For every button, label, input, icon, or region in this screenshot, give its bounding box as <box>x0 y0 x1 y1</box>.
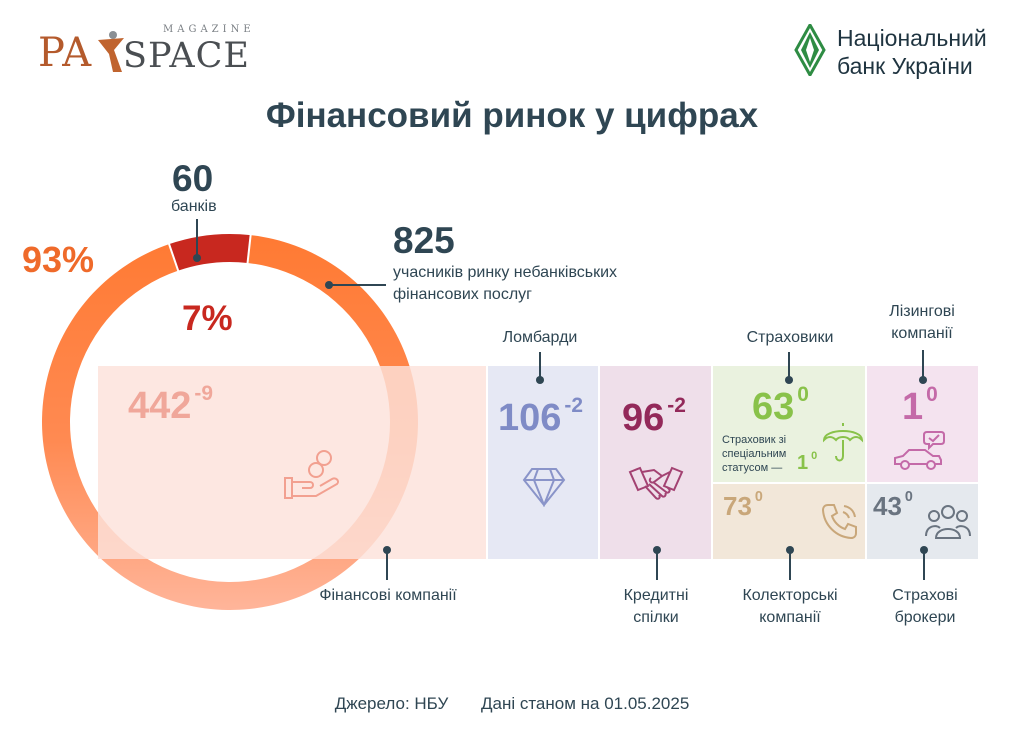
banks-pointer <box>196 219 198 257</box>
footer: Джерело: НБУ Дані станом на 01.05.2025 <box>0 694 1024 714</box>
label-credit-unions: Кредитні спілки <box>623 587 689 626</box>
donut-separator-0 <box>167 241 180 273</box>
nbu-logo-icon <box>793 21 827 81</box>
nbfi-percent: 93% <box>22 239 95 280</box>
payspace-logo-figure-icon <box>96 30 126 79</box>
label-fin-companies: Фінансові компанії <box>319 587 457 604</box>
donut-separator-1 <box>246 233 252 266</box>
label-brokers: Страхові брокери <box>892 587 958 626</box>
pointer-line-pawn <box>539 352 541 380</box>
pointer-line-collect <box>789 550 791 580</box>
credit-unions-value: 96 -2 <box>622 393 686 439</box>
pointer-dot-pawn <box>536 376 544 384</box>
insurers-value: 63 0 <box>752 382 809 428</box>
cell-leasing <box>867 366 978 482</box>
pointer-line-ins <box>788 352 790 380</box>
banks-percent: 7% <box>182 299 233 338</box>
cell-pawnshops <box>488 366 598 559</box>
pawnshops-value: 106 -2 <box>498 393 583 439</box>
brokers-value: 43 0 <box>873 488 913 521</box>
cell-fin-companies <box>98 366 486 559</box>
label-insurers: Страховики <box>746 329 834 346</box>
pointer-line-fin <box>386 550 388 580</box>
payspace-logo-magazine: MAGAZINE <box>163 24 255 35</box>
banks-pointer-dot <box>193 254 201 262</box>
collectors-value: 73 0 <box>723 488 763 521</box>
nbfi-label: учасників ринку небанківських фінансових… <box>393 264 618 303</box>
label-leasing: Лізингові компанії <box>889 303 955 342</box>
insurer-special-note: Страховик зі спеціальним статусом — <box>722 434 787 474</box>
phone-call-icon <box>820 502 860 547</box>
pointer-line-leasing <box>922 350 924 380</box>
car-chat-icon <box>893 430 945 477</box>
banks-count: 60 <box>172 158 214 199</box>
handshake-icon <box>628 464 684 511</box>
hand-coins-icon <box>282 448 342 509</box>
nbu-name: Національний банк України <box>837 25 987 79</box>
donut-slice-banks <box>169 234 251 271</box>
fin-companies-value: 442 -9 <box>128 381 213 427</box>
nbfi-pointer <box>330 284 386 286</box>
payspace-logo-pay: PA <box>38 30 93 76</box>
umbrella-icon <box>822 420 864 469</box>
pointer-dot-leasing <box>919 376 927 384</box>
label-collectors: Колекторські компанії <box>742 587 838 626</box>
label-pawnshops: Ломбарди <box>502 329 578 346</box>
group-users-icon <box>924 502 972 545</box>
pointer-dot-ins <box>785 376 793 384</box>
payspace-logo-space: SPACE <box>123 36 250 76</box>
page-title: Фінансовий ринок у цифрах <box>265 96 759 135</box>
footer-date: Дані станом на 01.05.2025 <box>480 694 690 713</box>
cell-credit-unions <box>600 366 711 559</box>
footer-source: Джерело: НБУ <box>334 694 449 713</box>
nbfi-count: 825 <box>393 220 455 261</box>
nbfi-pointer-dot <box>325 281 333 289</box>
pointer-line-credit <box>656 550 658 580</box>
cell-insurers <box>713 366 865 482</box>
banks-label: банків <box>171 198 217 215</box>
diamond-icon <box>522 467 566 512</box>
pointer-line-broker <box>923 550 925 580</box>
